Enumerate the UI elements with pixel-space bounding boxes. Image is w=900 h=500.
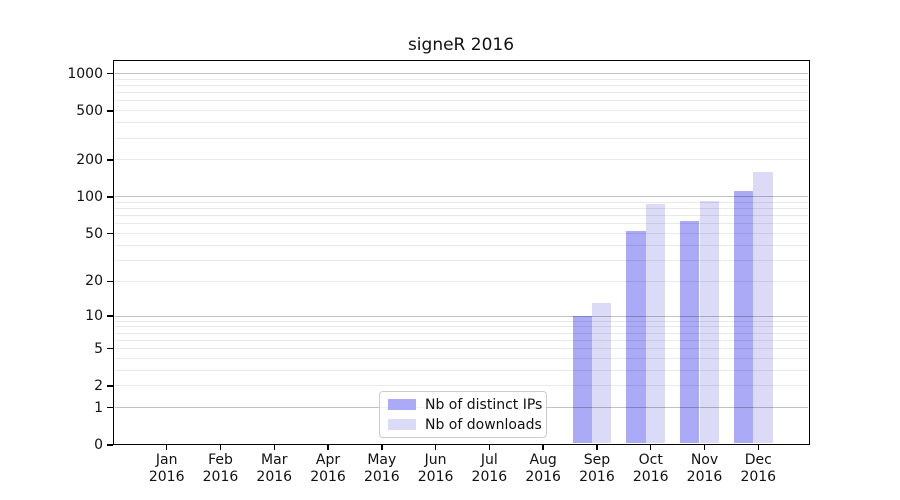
bar-nb-of-distinct-ips-dec-2016 <box>733 190 754 444</box>
x-axis-tick <box>542 445 544 450</box>
bar-nb-of-downloads-oct-2016 <box>645 204 666 444</box>
y-axis-tick-label: 2 <box>94 377 103 394</box>
x-axis-tick-label: Jan 2016 <box>148 452 185 485</box>
x-axis-tick <box>757 445 760 450</box>
x-axis-tick <box>165 445 168 450</box>
y-axis-tick-label: 10 <box>85 308 103 325</box>
x-axis-tick-label: May 2016 <box>363 452 400 485</box>
legend-item-nb-of-downloads: Nb of downloads <box>386 415 542 435</box>
bar-nb-of-distinct-ips-nov-2016 <box>680 220 700 444</box>
x-axis-tick-label: Apr 2016 <box>310 452 346 485</box>
y-axis-tick-label: 200 <box>76 151 103 168</box>
y-axis-tick-label: 50 <box>85 225 103 242</box>
x-axis-tick <box>488 445 491 450</box>
y-axis-tick <box>107 159 113 161</box>
y-axis-tick <box>107 315 113 317</box>
y-axis-tick-label: 1 <box>94 399 103 416</box>
x-axis-tick-label: Nov 2016 <box>686 452 723 485</box>
legend-label-nb-of-downloads: Nb of downloads <box>425 416 542 433</box>
x-axis-tick-label: Aug 2016 <box>525 452 561 485</box>
legend-swatch-nb-of-downloads <box>388 419 416 430</box>
bar-nb-of-downloads-sep-2016 <box>591 303 612 444</box>
x-axis-tick <box>219 445 222 450</box>
x-axis-tick-label: Jun 2016 <box>417 452 454 485</box>
y-axis-tick <box>107 72 113 75</box>
x-axis-tick-label: Sep 2016 <box>579 452 615 485</box>
legend: Nb of distinct IPs Nb of downloads <box>379 391 547 438</box>
x-axis-tick-label: Mar 2016 <box>256 452 293 485</box>
y-axis-tick-label: 0 <box>94 437 103 453</box>
legend-swatch-nb-of-distinct-ips <box>388 399 416 410</box>
y-axis-tick <box>107 347 113 350</box>
y-axis-tick-label: 1000 <box>67 65 103 82</box>
y-axis-tick <box>107 196 113 198</box>
x-axis-tick-label: Feb 2016 <box>202 452 239 485</box>
x-axis-tick <box>703 445 706 450</box>
y-axis-tick <box>107 385 113 387</box>
x-axis-tick <box>381 445 383 450</box>
bar-nb-of-distinct-ips-oct-2016 <box>626 230 646 444</box>
bar-nb-of-distinct-ips-sep-2016 <box>572 316 592 444</box>
bar-nb-of-downloads-dec-2016 <box>753 172 773 444</box>
y-axis-tick <box>107 444 113 446</box>
x-axis-tick-label: Jul 2016 <box>471 452 508 485</box>
x-axis-tick <box>273 445 275 450</box>
chart-title: signeR 2016 <box>407 35 515 55</box>
y-axis-tick-label: 20 <box>85 273 103 290</box>
y-axis-tick <box>107 232 113 235</box>
y-axis-tick-label: 500 <box>76 102 103 119</box>
y-axis-tick <box>107 110 113 112</box>
x-axis-tick-label: Oct 2016 <box>632 452 669 485</box>
legend-label-nb-of-distinct-ips: Nb of distinct IPs <box>425 396 543 413</box>
x-axis-tick <box>596 445 598 450</box>
plot-area <box>113 60 810 445</box>
bar-nb-of-downloads-nov-2016 <box>699 201 719 444</box>
legend-item-nb-of-distinct-ips: Nb of distinct IPs <box>386 395 543 415</box>
x-axis-tick-label: Dec 2016 <box>740 452 777 485</box>
y-axis-tick <box>107 280 113 283</box>
y-axis-tick <box>107 406 113 409</box>
x-axis-tick <box>327 445 329 450</box>
y-axis-tick-label: 5 <box>94 340 103 357</box>
y-axis-tick-label: 100 <box>76 188 103 205</box>
x-axis-tick <box>649 445 652 450</box>
x-axis-tick <box>434 445 437 450</box>
